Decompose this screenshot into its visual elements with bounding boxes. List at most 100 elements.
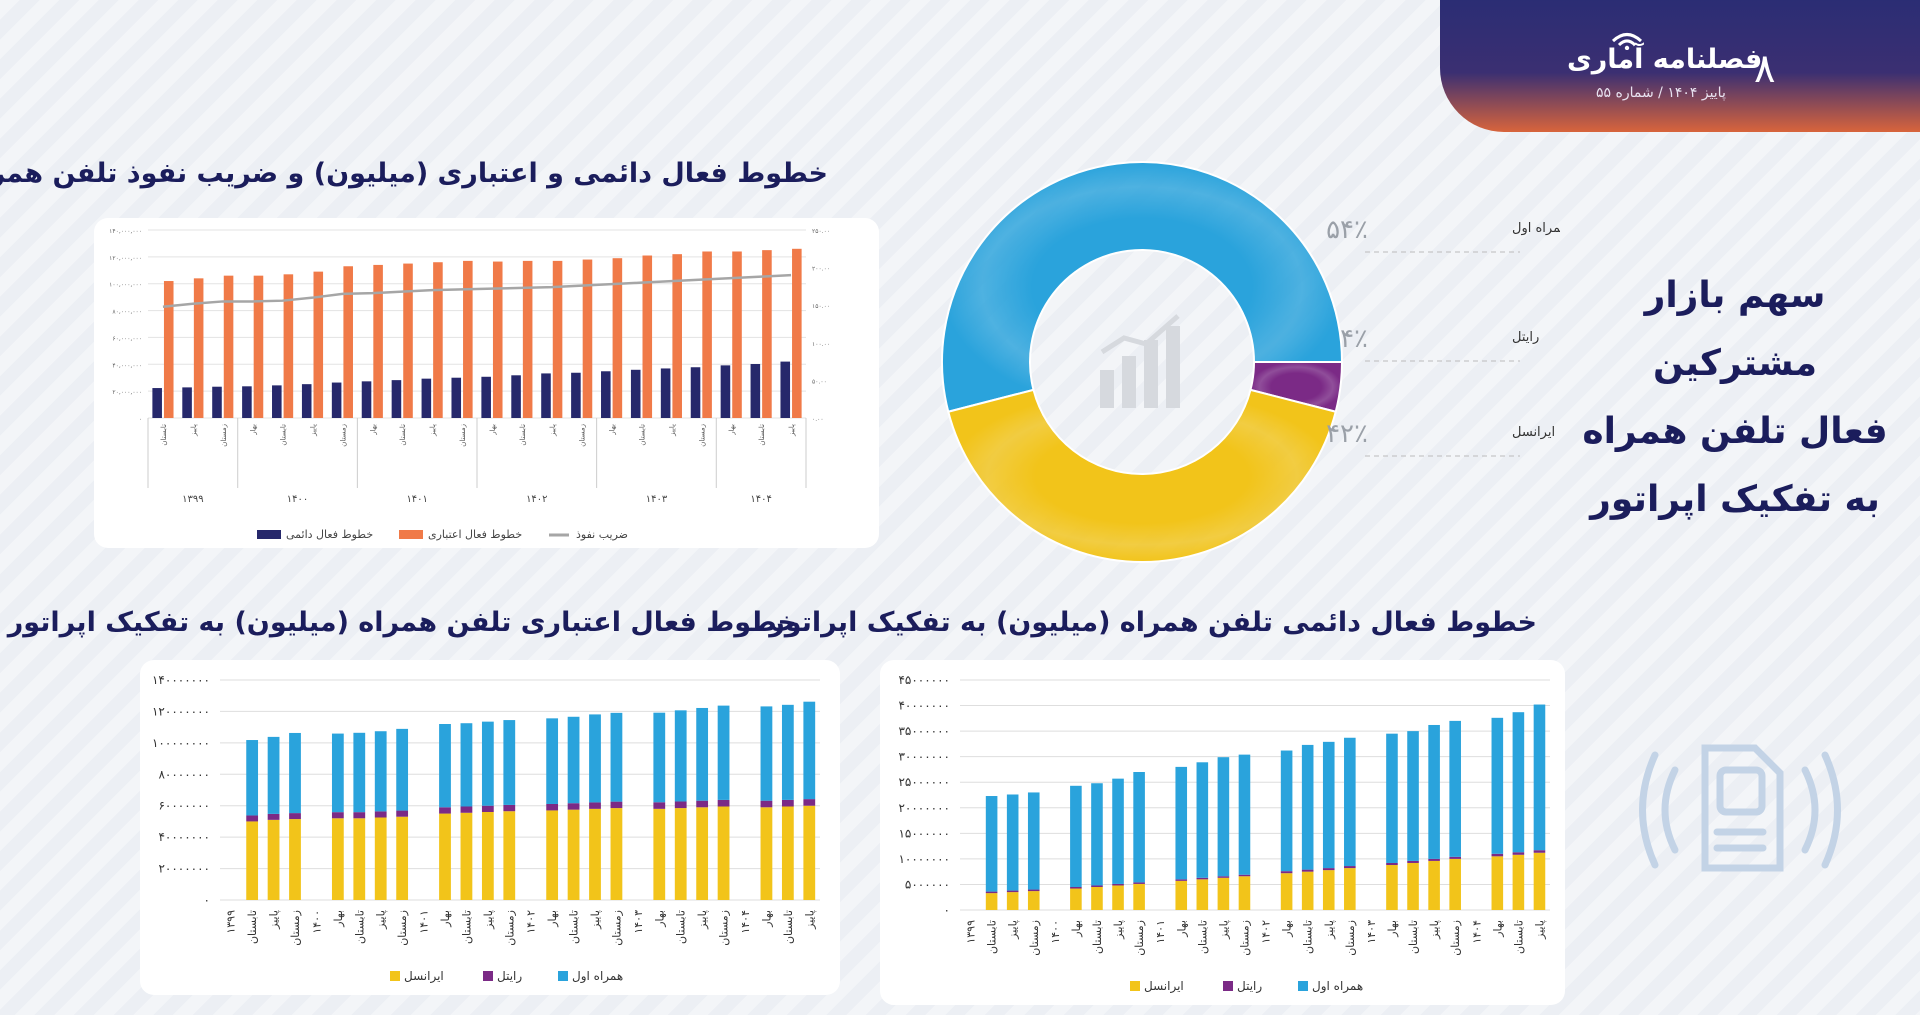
slice-irancell [947,388,1337,563]
y-tick-label: ۴۰۰۰۰۰۰۰ [898,699,950,713]
stacked-bar-segment [1512,854,1525,910]
market-share-title: سهم بازار مشترکین فعال تلفن همراه به تفک… [1570,262,1900,534]
stacked-bar-segment [481,805,494,812]
stacked-bar-segment [1322,870,1335,910]
y2-tick-label: ۱۰۰.۰۰ [812,341,830,348]
legend-label: خطوط فعال اعتباری [428,528,522,541]
stacked-bar-segment [1238,754,1251,875]
x-tick-label: بهار [1070,920,1083,938]
stacked-bar-segment [696,807,709,900]
x-tick-label: بهار [1386,920,1399,938]
x-tick-label: بهار [1281,920,1294,938]
penetration-chart: ۰ ۲۰,۰۰۰,۰۰۰ ۴۰,۰۰۰,۰۰۰ ۶۰,۰۰۰,۰۰۰ ۸۰,۰۰۰,۰۰… [109,228,830,541]
legend-swatch [1130,981,1140,991]
bar-postpaid [541,373,551,418]
stacked-bar-segment [289,732,301,814]
stacked-bar-segment [460,806,473,813]
stacked-bar-segment [460,723,473,807]
x-tick-label: تابستان [519,424,527,446]
bar-postpaid [331,382,342,418]
stacked-bar-segment [1196,879,1209,910]
stacked-bar-segment [985,891,998,894]
x-tick-label: تابستان [160,424,168,446]
stacked-bar-segment [374,817,387,900]
x-tick-label: زمستان [718,910,731,946]
donut-label: همراه اول [1512,221,1560,236]
bar-postpaid [511,375,521,418]
stacked-bar-segment [1238,874,1251,877]
stacked-bar-segment [503,720,516,805]
legend-swatch [558,971,568,981]
y-tick-label: ۳۵۰۰۰۰۰۰ [898,724,950,738]
x-tick-label: زمستان [503,910,516,946]
y-tick-label: ۴۵۰۰۰۰۰۰ [898,673,950,687]
legend-label: همراه اول [572,969,623,984]
x-tick-label: پاییز [1217,920,1230,940]
stacked-bar-segment [1407,731,1419,861]
stacked-bar-segment [1175,880,1188,910]
stacked-bar-segment [331,733,344,813]
bar-prepaid [313,271,324,418]
stacked-bar-segment [674,710,687,802]
stacked-bar-segment [1386,733,1398,863]
bar-prepaid [163,281,174,418]
bar-postpaid [690,367,701,418]
stacked-bar-segment [674,808,687,900]
stacked-bar-segment [1133,772,1145,883]
donut-label: ایرانسل [1512,425,1555,440]
stacked-bar-segment [1091,885,1103,887]
x-tick-label: زمستان [339,424,347,447]
group-label: ۱۴۰۱ [406,494,427,505]
legend-swatch [1223,981,1233,991]
group-label: ۱۴۰۰ [287,494,308,505]
bar-prepaid [193,278,204,418]
stacked-bar-segment [567,803,580,810]
bar-postpaid [212,386,222,418]
stacked-bar-segment [1301,871,1314,910]
bar-postpaid [601,371,611,418]
market-share-title-line2: فعال تلفن همراه [1582,411,1888,452]
stacked-bar-segment [717,705,730,800]
stacked-bar-segment [589,714,601,803]
stacked-bar-segment [803,799,816,806]
y-tick-label: ۱۰۰,۰۰۰,۰۰۰ [109,282,142,289]
market-share-title-line3: به تفکیک اپراتور [1590,479,1880,520]
y2-tick-label: ۵۰.۰۰ [812,378,827,385]
stacked-bar-segment [1112,885,1124,910]
stacked-bar-segment [503,804,516,812]
legend-label: رایتل [497,969,522,984]
x-tick-label: بهار [760,910,773,928]
x-tick-label: تابستان [639,424,647,446]
bar-postpaid [182,387,192,418]
stacked-bar-segment [760,800,773,808]
x-tick-label: بهار [609,424,617,436]
x-tick-label: ۱۴۰۱ [1154,920,1167,944]
stacked-bar-segment [781,806,794,900]
group-label: ۱۴۰۳ [646,494,668,505]
stacked-bar-segment [1070,785,1082,887]
x-tick-label: پاییز [803,910,816,930]
stacked-bar-segment [1533,850,1546,853]
stacked-bar-segment [781,799,794,807]
stacked-bar-segment [331,812,344,819]
line-chart-icon [1100,314,1180,408]
bar-prepaid [702,251,712,418]
stacked-bar-segment [353,732,366,813]
bar-postpaid [301,384,312,418]
stacked-bar-segment [267,819,280,900]
stacked-bar-segment [1491,853,1504,857]
x-tick-label: تابستان [246,910,259,944]
stacked-bar-segment [267,736,280,814]
stacked-bar-segment [674,801,687,809]
stacked-bar-segment [353,812,366,819]
legend-label: همراه اول [1312,979,1363,994]
stacked-bar-segment [481,721,494,806]
x-tick-label: پاییز [375,910,388,930]
y2-tick-label: ۱۵۰.۰۰ [812,303,830,310]
postpaid-operator-chart: ۰ ۵۰۰۰۰۰۰ ۱۰۰۰۰۰۰۰ ۱۵۰۰۰۰۰۰ ۲۰۰۰۰۰۰۰ ۲۵۰۰۰۰۰۰… [898,673,1550,994]
x-tick-label: پاییز [190,424,198,437]
stacked-bar-segment [803,805,816,900]
x-tick-label: زمستان [1344,920,1357,956]
x-tick-label: تابستان [1091,920,1104,954]
stacked-bar-segment [289,813,301,820]
